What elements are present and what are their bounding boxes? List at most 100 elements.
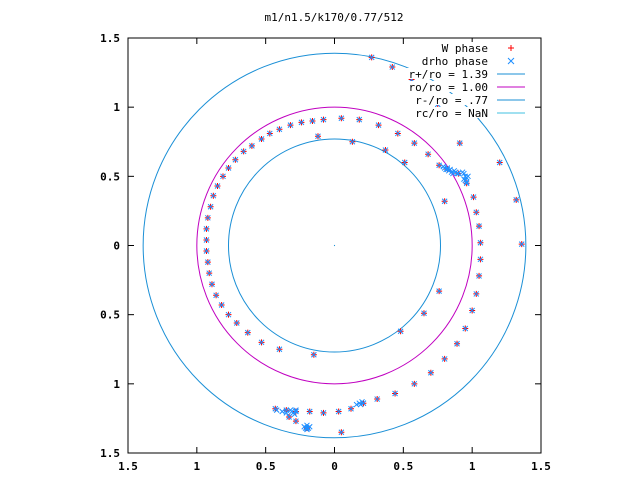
- point-1-38: [306, 408, 313, 415]
- y-tick-label: 1.5: [100, 32, 120, 45]
- point-1-12: [394, 130, 401, 137]
- point-1-68: [218, 302, 225, 308]
- point-1-108: [291, 411, 298, 418]
- legend-label-bg: [404, 68, 490, 79]
- point-1-21: [476, 223, 482, 229]
- point-1-56: [220, 173, 226, 180]
- point-1-47: [298, 119, 305, 126]
- point-1-19: [470, 194, 477, 200]
- point-1-13: [411, 140, 418, 146]
- point-1-62: [203, 237, 210, 243]
- legend-label-bg: [404, 107, 490, 118]
- point-1-76: [421, 310, 427, 317]
- x-tick-label: 0.5: [256, 460, 276, 473]
- point-1-102: [273, 407, 280, 413]
- point-1-30: [428, 369, 434, 376]
- x-tick-label: 1: [194, 460, 201, 473]
- y-tick-label: 0.5: [100, 309, 120, 322]
- y-tick-labels: 1.5 1 0.5 0 0.5 1 1.5: [100, 32, 120, 460]
- point-1-17: [455, 170, 462, 177]
- point-1-9: [338, 115, 345, 122]
- point-1-55: [225, 165, 232, 171]
- point-1-26: [469, 307, 476, 314]
- legend-marker-swatch: [508, 45, 514, 51]
- legend-label-bg: [404, 81, 490, 92]
- legend-label: r+/ro = 1.39: [409, 68, 488, 81]
- point-1-93: [454, 170, 460, 177]
- legend-label: rc/ro = NaN: [415, 107, 488, 120]
- point-1-37: [320, 410, 327, 416]
- point-1-95: [461, 170, 467, 177]
- origin-dot: [333, 244, 336, 247]
- point-1-90: [450, 170, 456, 177]
- x-tick-label: 0: [331, 460, 338, 473]
- point-1-32: [392, 390, 398, 397]
- point-1-49: [276, 126, 283, 133]
- point-1-70: [233, 320, 240, 326]
- point-1-33: [374, 396, 381, 402]
- legend-marker-swatch: [507, 57, 515, 65]
- circle-0: [142, 52, 527, 439]
- point-1-50: [266, 130, 273, 137]
- point-1-63: [203, 248, 210, 254]
- legend-label: W phase: [442, 42, 488, 55]
- x-tick-label: 1.5: [531, 460, 551, 473]
- point-1-104: [283, 410, 290, 416]
- y-tick-label: 0.5: [100, 170, 120, 183]
- point-1-69: [225, 311, 232, 318]
- point-1-24: [476, 273, 482, 279]
- point-1-25: [473, 291, 480, 297]
- point-1-100: [465, 173, 471, 180]
- point-1-52: [249, 143, 255, 149]
- point-1-0: [368, 54, 375, 61]
- point-1-10: [356, 116, 363, 123]
- point-1-103: [279, 408, 286, 415]
- x-tick-label: 1: [469, 460, 476, 473]
- y-tick-label: 1.5: [100, 447, 120, 460]
- point-1-79: [401, 159, 408, 166]
- point-1-73: [276, 346, 283, 353]
- point-1-82: [315, 133, 321, 140]
- chart-title: m1/n1.5/k170/0.77/512: [264, 11, 403, 24]
- point-1-51: [258, 136, 265, 142]
- reference-circles: [142, 52, 527, 439]
- point-1-11: [375, 122, 382, 129]
- y-tick-label: 0: [113, 240, 120, 253]
- legend-label-bg: [404, 42, 490, 53]
- point-1-77: [436, 288, 442, 295]
- legend-label: drho phase: [422, 55, 488, 68]
- point-1-22: [477, 239, 484, 246]
- point-1-67: [213, 292, 219, 299]
- point-1-78: [441, 198, 448, 205]
- point-1-57: [214, 183, 221, 189]
- circle-1: [196, 106, 473, 385]
- point-1-71: [244, 329, 251, 336]
- point-1-120: [360, 400, 367, 407]
- point-1-58: [210, 192, 217, 199]
- point-1-27: [462, 325, 469, 332]
- point-1-29: [441, 356, 448, 362]
- point-1-60: [204, 214, 211, 221]
- point-1-101: [461, 176, 467, 182]
- point-1-74: [310, 351, 317, 358]
- point-1-36: [335, 408, 342, 415]
- point-1-23: [477, 256, 484, 263]
- point-1-45: [338, 429, 345, 436]
- point-1-1: [389, 64, 396, 70]
- point-1-6: [513, 196, 520, 203]
- point-1-46: [309, 118, 316, 124]
- point-1-7: [518, 241, 525, 247]
- axis-ticks: [127, 37, 542, 454]
- x-tick-label: 0.5: [393, 460, 413, 473]
- x-tick-labels: 1.5 1 0.5 0 0.5 1 1.5: [118, 460, 551, 473]
- point-1-59: [207, 203, 214, 210]
- point-1-43: [293, 418, 299, 425]
- point-1-5: [496, 159, 503, 166]
- point-1-88: [447, 166, 453, 173]
- y-tick-label: 1: [113, 378, 120, 391]
- point-1-81: [349, 138, 356, 145]
- legend-label: ro/ro = 1.00: [409, 81, 488, 94]
- y-tick-label: 1: [113, 101, 120, 114]
